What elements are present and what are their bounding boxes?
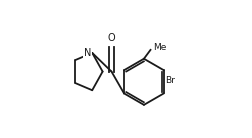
Text: Br: Br [166, 76, 175, 85]
Text: N: N [84, 48, 91, 58]
Text: O: O [108, 33, 115, 43]
Text: Me: Me [153, 43, 167, 52]
